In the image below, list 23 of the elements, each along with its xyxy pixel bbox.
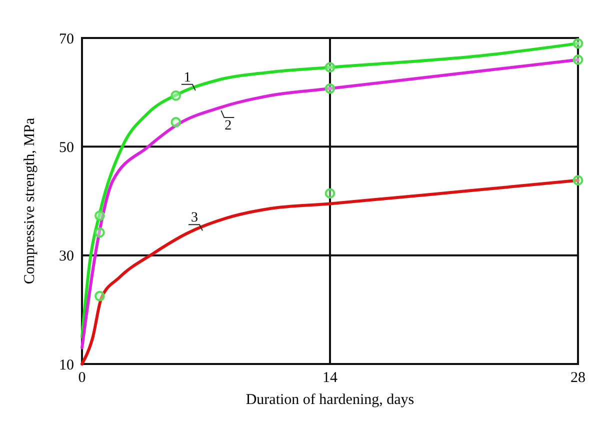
point	[94, 227, 105, 238]
x-tick-label: 14	[322, 370, 338, 386]
point	[170, 90, 182, 101]
x-tick-label: 28	[570, 370, 586, 386]
point	[94, 210, 105, 221]
series-label: 1	[184, 70, 191, 86]
point	[572, 175, 584, 186]
point	[324, 83, 336, 94]
point	[324, 62, 336, 73]
y-axis-title: Compressive strength, MPa	[22, 118, 38, 284]
y-tick-label: 30	[59, 248, 74, 265]
point	[572, 38, 584, 49]
point	[170, 117, 182, 128]
point	[324, 188, 336, 199]
x-tick-label: 0	[78, 370, 86, 386]
y-tick-label: 70	[59, 31, 74, 48]
point	[572, 54, 584, 65]
series-label: 3	[191, 210, 198, 226]
series-label: 2	[224, 118, 232, 134]
x-axis-title: Duration of hardening, days	[246, 392, 414, 408]
point	[94, 290, 105, 302]
y-tick-label: 10	[59, 357, 74, 374]
y-tick-label: 50	[59, 140, 74, 156]
